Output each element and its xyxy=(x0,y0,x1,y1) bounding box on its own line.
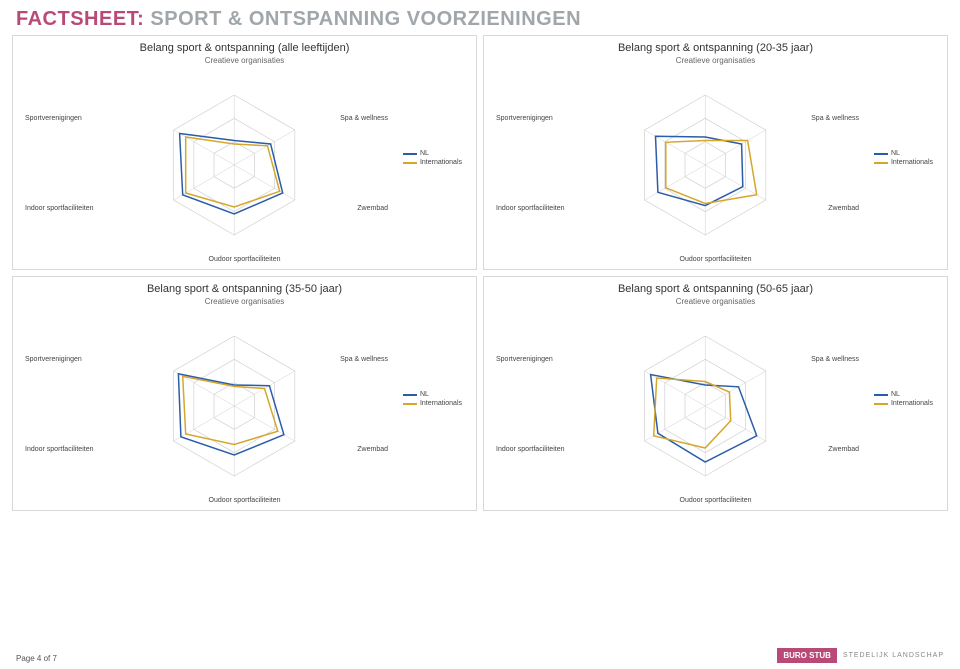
legend-item-nl: NL xyxy=(874,391,933,398)
axis-label: Sportverenigingen xyxy=(25,356,82,363)
legend-label-int: Internationals xyxy=(420,400,462,407)
chart-cell-1: Belang sport & ontspanning (20-35 jaar) C… xyxy=(483,35,948,270)
legend-label-nl: NL xyxy=(891,391,900,398)
page-number: Page 4 of 7 xyxy=(16,654,57,663)
legend-swatch-nl xyxy=(403,153,417,155)
brand-main: STUB xyxy=(809,651,831,660)
legend-label-int: Internationals xyxy=(420,159,462,166)
chart-cell-0: Belang sport & ontspanning (alle leeftij… xyxy=(12,35,477,270)
axis-label: Sportverenigingen xyxy=(496,356,553,363)
radar-area: Sportverenigingen Spa & wellness Indoor sp… xyxy=(21,65,468,265)
legend-label-int: Internationals xyxy=(891,400,933,407)
chart-title: Belang sport & ontspanning (20-35 jaar) xyxy=(492,42,939,54)
radar-svg xyxy=(615,65,795,265)
axis-label: Sportverenigingen xyxy=(25,115,82,122)
page-footer: Page 4 of 7 BURO STUB STEDELIJK LANDSCHA… xyxy=(16,648,944,663)
axis-label: Indoor sportfaciliteiten xyxy=(25,446,93,453)
chart-subtitle: Creatieve organisaties xyxy=(21,56,468,65)
chart-legend: NL Internationals xyxy=(403,391,462,409)
radar-area: Sportverenigingen Spa & wellness Indoor sp… xyxy=(21,306,468,506)
legend-item-int: Internationals xyxy=(403,400,462,407)
brand-badge: BURO STUB xyxy=(777,648,837,663)
axis-label: Spa & wellness xyxy=(811,356,859,363)
legend-swatch-int xyxy=(874,162,888,164)
brand-prefix: BURO xyxy=(783,651,807,660)
legend-item-int: Internationals xyxy=(403,159,462,166)
legend-swatch-int xyxy=(403,162,417,164)
axis-label: Spa & wellness xyxy=(340,356,388,363)
series-internationals xyxy=(182,376,277,444)
chart-subtitle: Creatieve organisaties xyxy=(21,297,468,306)
axis-label: Indoor sportfaciliteiten xyxy=(496,205,564,212)
chart-legend: NL Internationals xyxy=(403,150,462,168)
legend-item-nl: NL xyxy=(403,391,462,398)
axis-label: Zwembad xyxy=(828,446,859,453)
chart-legend: NL Internationals xyxy=(874,150,933,168)
chart-title: Belang sport & ontspanning (alle leeftij… xyxy=(21,42,468,54)
chart-subtitle: Creatieve organisaties xyxy=(492,56,939,65)
series-nl xyxy=(655,136,742,205)
chart-cell-3: Belang sport & ontspanning (50-65 jaar) C… xyxy=(483,276,948,511)
radar-svg xyxy=(144,65,324,265)
legend-swatch-nl xyxy=(874,153,888,155)
chart-cell-2: Belang sport & ontspanning (35-50 jaar) C… xyxy=(12,276,477,511)
brand-subtitle: STEDELIJK LANDSCHAP xyxy=(843,652,944,659)
axis-label: Zwembad xyxy=(828,205,859,212)
page-header: FACTSHEET: SPORT & ONTSPANNING VOORZIENI… xyxy=(0,0,960,35)
legend-swatch-nl xyxy=(403,394,417,396)
header-title: SPORT & ONTSPANNING VOORZIENINGEN xyxy=(150,8,581,30)
axis-label: Zwembad xyxy=(357,446,388,453)
axis-label: Indoor sportfaciliteiten xyxy=(25,205,93,212)
chart-title: Belang sport & ontspanning (50-65 jaar) xyxy=(492,283,939,295)
axis-label: Spa & wellness xyxy=(340,115,388,122)
chart-title: Belang sport & ontspanning (35-50 jaar) xyxy=(21,283,468,295)
chart-subtitle: Creatieve organisaties xyxy=(492,297,939,306)
legend-swatch-nl xyxy=(874,394,888,396)
charts-grid: Belang sport & ontspanning (alle leeftij… xyxy=(0,35,960,511)
legend-label-nl: NL xyxy=(420,150,429,157)
axis-label: Indoor sportfaciliteiten xyxy=(496,446,564,453)
radar-area: Sportverenigingen Spa & wellness Indoor sp… xyxy=(492,65,939,265)
legend-item-nl: NL xyxy=(874,150,933,157)
legend-item-int: Internationals xyxy=(874,159,933,166)
radar-svg xyxy=(144,306,324,506)
legend-label-int: Internationals xyxy=(891,159,933,166)
radar-area: Sportverenigingen Spa & wellness Indoor sp… xyxy=(492,306,939,506)
axis-label: Spa & wellness xyxy=(811,115,859,122)
axis-label: Zwembad xyxy=(357,205,388,212)
legend-swatch-int xyxy=(874,403,888,405)
header-prefix: FACTSHEET: xyxy=(16,8,144,30)
legend-label-nl: NL xyxy=(891,150,900,157)
chart-legend: NL Internationals xyxy=(874,391,933,409)
legend-item-int: Internationals xyxy=(874,400,933,407)
legend-swatch-int xyxy=(403,403,417,405)
axis-label: Sportverenigingen xyxy=(496,115,553,122)
radar-svg xyxy=(615,306,795,506)
series-internationals xyxy=(185,137,279,207)
series-nl xyxy=(650,375,756,463)
legend-label-nl: NL xyxy=(420,391,429,398)
brand-block: BURO STUB STEDELIJK LANDSCHAP xyxy=(777,648,944,663)
legend-item-nl: NL xyxy=(403,150,462,157)
